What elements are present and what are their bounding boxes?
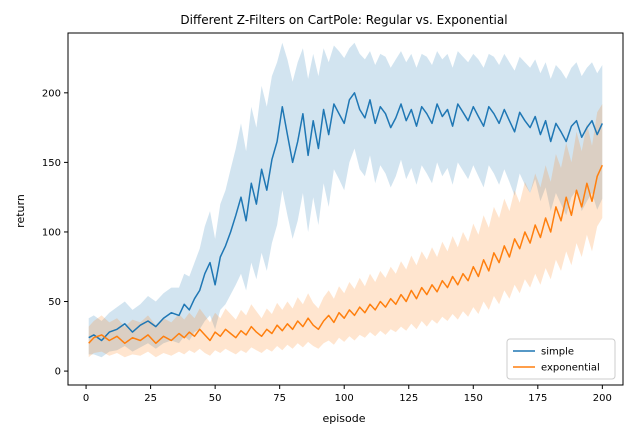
x-tick-label: 150 xyxy=(464,393,483,404)
x-axis-ticks: 0 25 50 75 100 125 150 175 200 xyxy=(83,385,612,404)
y-tick-label: 50 xyxy=(48,297,61,308)
line-simple xyxy=(88,92,603,342)
legend: simple exponential xyxy=(506,338,616,380)
x-tick-label: 0 xyxy=(83,393,89,404)
band-exponential xyxy=(88,104,603,358)
series-lines xyxy=(88,92,603,345)
x-tick-label: 100 xyxy=(335,393,354,404)
chart-title: Different Z-Filters on CartPole: Regular… xyxy=(180,13,507,27)
y-tick-label: 150 xyxy=(42,158,61,169)
legend-label-simple: simple xyxy=(541,347,574,358)
y-axis-label: return xyxy=(14,194,27,228)
y-tick-label: 100 xyxy=(42,227,61,238)
x-tick-label: 200 xyxy=(593,393,612,404)
legend-box xyxy=(506,338,616,380)
y-tick-label: 200 xyxy=(42,88,61,99)
legend-label-exponential: exponential xyxy=(541,363,600,374)
confidence-bands xyxy=(88,42,603,358)
line-exponential xyxy=(88,164,603,345)
x-tick-label: 125 xyxy=(399,393,418,404)
y-axis-ticks: 0 50 100 150 200 xyxy=(42,88,68,378)
x-tick-label: 50 xyxy=(209,393,222,404)
x-tick-label: 75 xyxy=(273,393,286,404)
plot-area-frame xyxy=(67,32,624,386)
band-simple xyxy=(88,42,603,358)
x-tick-label: 25 xyxy=(144,393,157,404)
x-axis-label: episode xyxy=(322,412,365,425)
y-tick-label: 0 xyxy=(55,367,61,378)
x-tick-label: 175 xyxy=(528,393,547,404)
